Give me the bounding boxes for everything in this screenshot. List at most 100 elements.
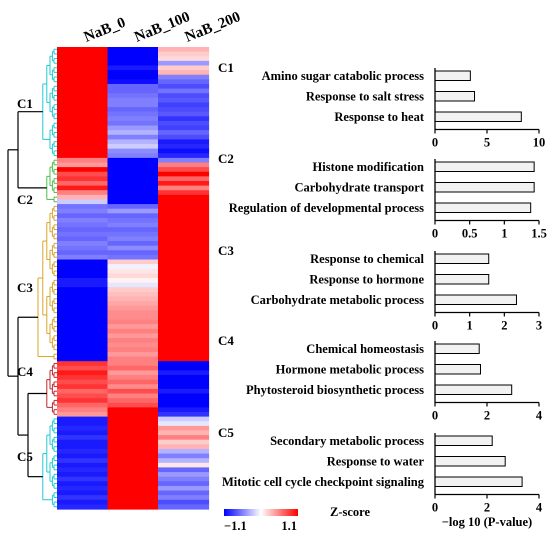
heatmap-cell [158, 356, 210, 362]
heatmap-cell [57, 342, 109, 348]
category-label: Secondary metabolic process [270, 434, 424, 448]
dendrogram-cluster-c2 [46, 159, 57, 203]
heatmap-cell [158, 421, 210, 427]
heatmap-cell [107, 102, 159, 108]
heatmap-cell [158, 83, 210, 90]
heatmap-cell [158, 379, 210, 385]
heatmap-cell [57, 213, 109, 219]
heatmap-cell [107, 314, 159, 321]
heatmap-cell [107, 453, 159, 459]
heatmap-cell [158, 388, 210, 395]
heatmap-cell [107, 416, 159, 422]
heatmap-cell [158, 365, 210, 371]
heatmap-cell [158, 278, 210, 284]
bar-panel-c3: C3 Response to chemical Response to hormon… [218, 243, 542, 333]
heatmap-cell [57, 236, 109, 242]
heatmap-cell [57, 47, 109, 53]
heatmap-cell [57, 227, 109, 233]
heatmap-cell [158, 425, 210, 432]
heatmap-cell [57, 393, 109, 399]
heatmap-cell [57, 481, 109, 487]
heatmap-cell [57, 167, 109, 173]
heatmap-cell [158, 190, 210, 196]
category-label: Response to chemical [310, 252, 424, 266]
bar [434, 294, 517, 305]
heatmap-cell [158, 296, 210, 302]
heatmap-cell [107, 430, 159, 436]
heatmap-cell [57, 116, 109, 122]
heatmap-cell [57, 97, 109, 104]
heatmap-cell [107, 185, 159, 191]
bar-panel-c2: C2 Histone modification Carbohydrate trans… [218, 151, 547, 241]
heatmap-cell [107, 495, 159, 501]
panel-cluster-label: C1 [218, 60, 234, 75]
heatmap-cell [158, 79, 210, 85]
x-tick-label: 0 [432, 501, 438, 515]
heatmap-cell [107, 70, 159, 76]
heatmap-cell [158, 162, 210, 168]
heatmap-cell [57, 356, 109, 362]
heatmap-cell [107, 208, 159, 214]
cluster-label-c3: C3 [17, 280, 33, 295]
heatmap-cell [107, 379, 159, 385]
heatmap-cell [107, 361, 159, 367]
heatmap-cell [158, 56, 210, 62]
heatmap-cell [158, 504, 210, 510]
heatmap-cell [57, 51, 109, 57]
heatmap-cell [57, 282, 109, 288]
heatmap-cell [107, 134, 159, 140]
x-tick-label: 0 [432, 227, 438, 241]
heatmap-cell [57, 259, 109, 265]
category-label: Amino sugar catabolic process [262, 69, 425, 83]
dendrogram-cluster-c1 [42, 48, 57, 157]
heatmap-cell [107, 421, 159, 427]
panel-cluster-label: C3 [218, 243, 234, 258]
heatmap-cell [158, 167, 210, 173]
category-label: Chemical homeostasis [306, 342, 424, 356]
heatmap-cell [158, 430, 210, 436]
heatmap-cell [158, 236, 210, 242]
heatmap-cell [107, 291, 159, 298]
x-tick-label: 1 [501, 227, 507, 241]
heatmap-cell [57, 111, 109, 117]
heatmap-cell [57, 435, 109, 441]
heatmap-cell [57, 171, 109, 177]
heatmap-cell [158, 301, 210, 307]
heatmap-cell [107, 287, 159, 293]
bar [434, 274, 490, 285]
heatmap-cell [107, 319, 159, 325]
bar [434, 91, 476, 102]
heatmap-cell [158, 351, 210, 358]
heatmap-cell [158, 384, 210, 390]
category-label: Phytosteroid biosynthetic process [246, 383, 424, 397]
heatmap-cell [107, 107, 159, 113]
x-tick-label: 4 [536, 501, 543, 515]
heatmap-cell [57, 194, 109, 201]
heatmap-cell [107, 204, 159, 210]
heatmap-cell [107, 236, 159, 242]
heatmap-cell [107, 56, 159, 62]
heatmap-cell [57, 421, 109, 427]
heatmap-cell [158, 176, 210, 182]
category-label: Response to water [327, 455, 425, 469]
heatmap-cell [158, 60, 210, 67]
bar [434, 253, 490, 264]
heatmap-cell [158, 217, 210, 224]
cluster-label-c4: C4 [17, 364, 33, 379]
x-tick-label: 0 [432, 409, 438, 423]
heatmap-cell [107, 476, 159, 482]
heatmap-cell [158, 375, 210, 381]
column-header: NaB_100 [132, 9, 192, 46]
heatmap-cell [107, 351, 159, 358]
heatmap-cell [158, 70, 210, 76]
heatmap-cell [57, 125, 109, 131]
heatmap-cell [107, 278, 159, 284]
heatmap-cell [107, 347, 159, 353]
heatmap-cell [57, 93, 109, 99]
heatmap-cell [107, 171, 159, 177]
heatmap-cell [158, 370, 210, 376]
heatmap-cell [158, 97, 210, 104]
x-tick-label: 4 [536, 409, 543, 423]
heatmap-cell [158, 125, 210, 131]
heatmap-cell [57, 231, 109, 238]
